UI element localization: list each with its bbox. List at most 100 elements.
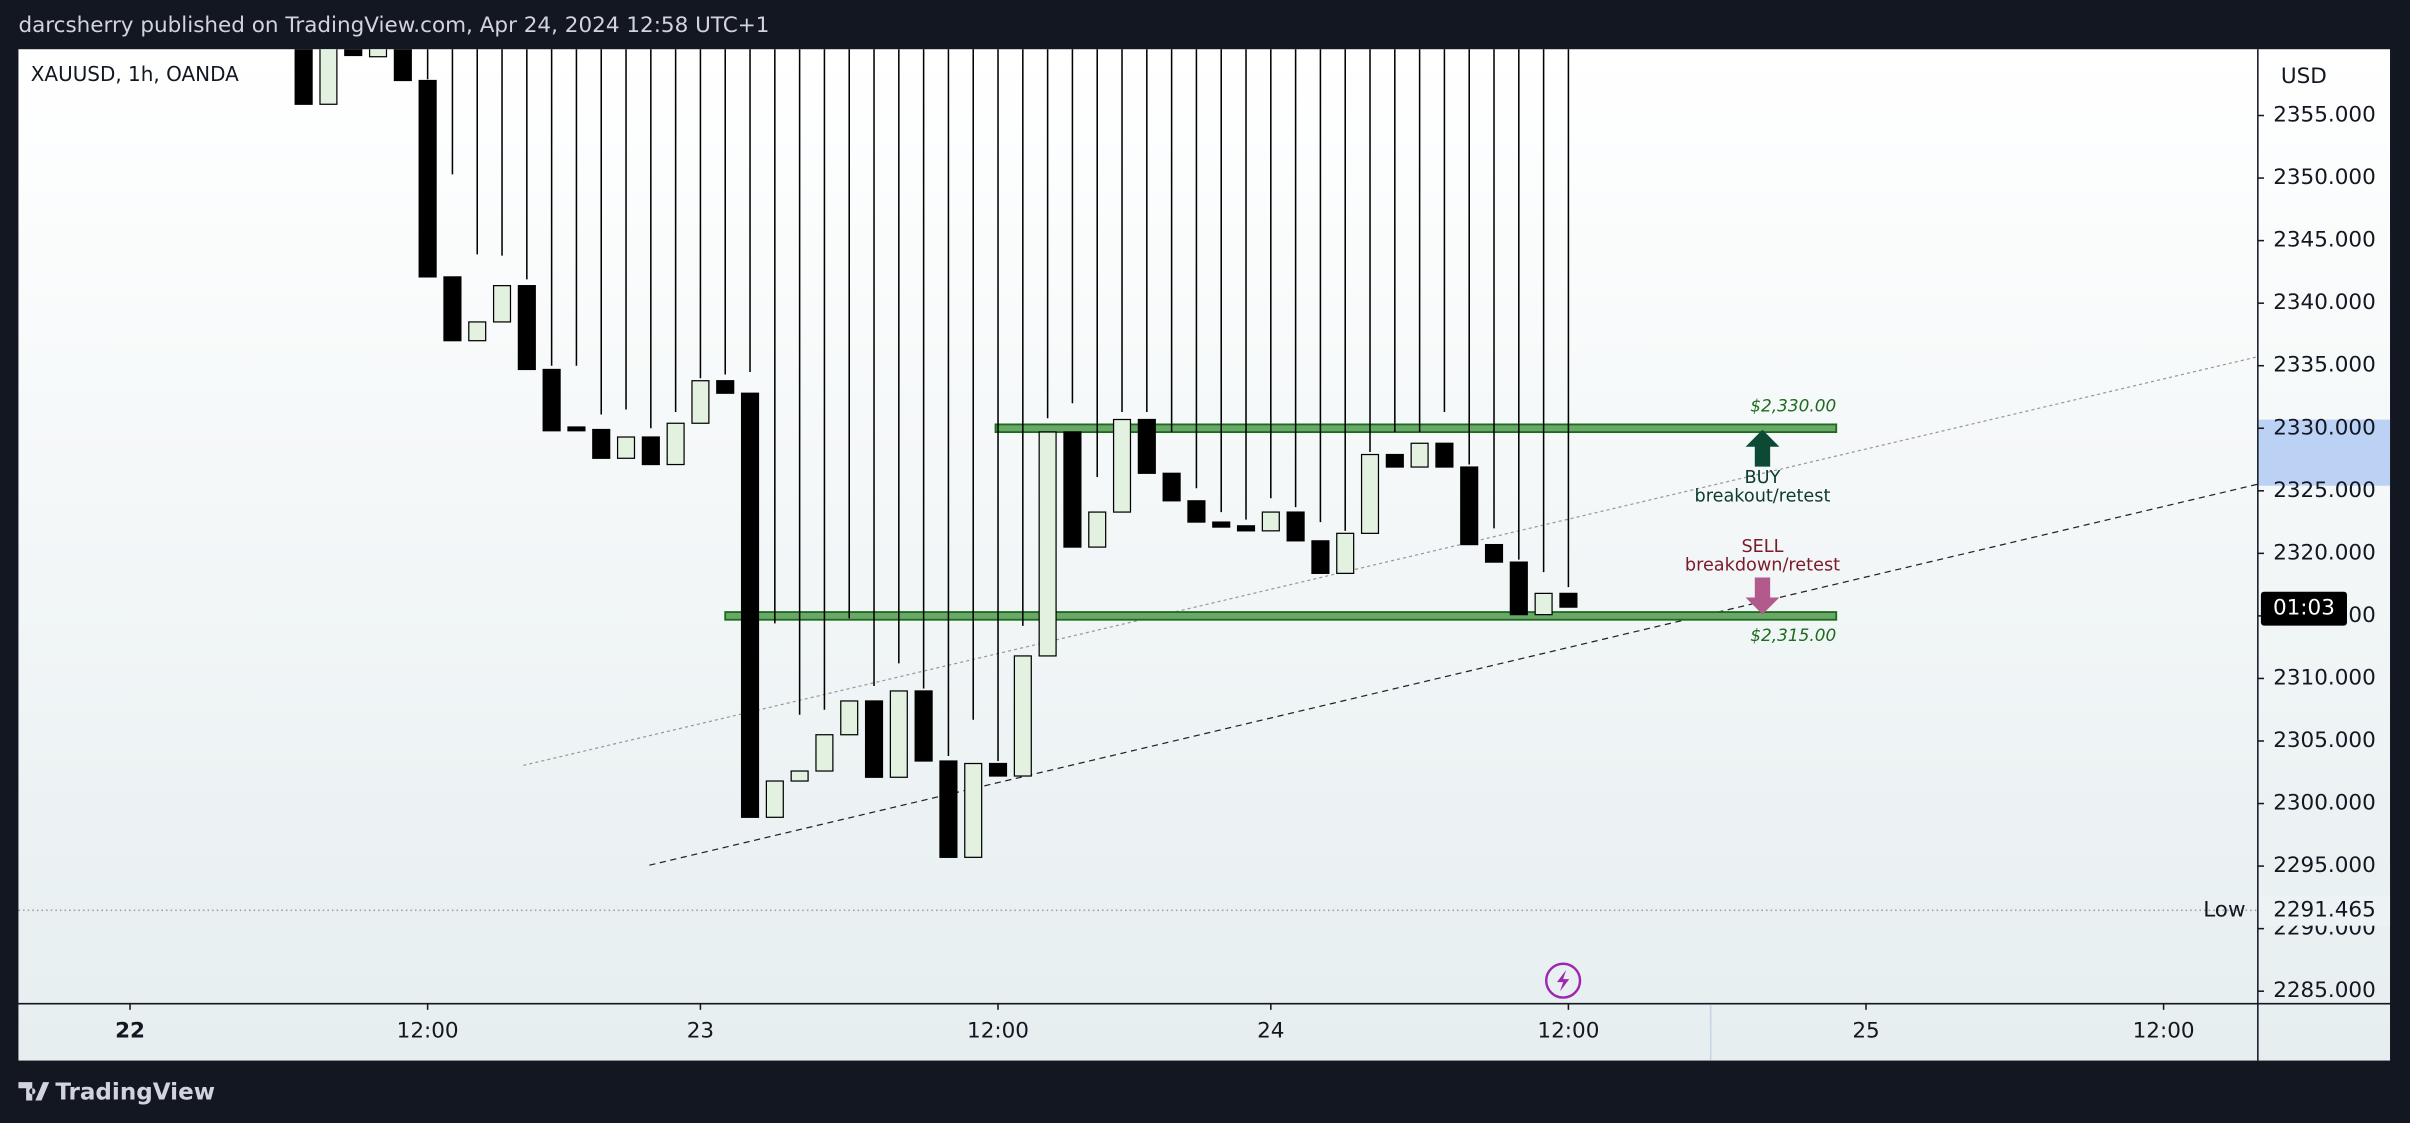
y-tick-label: 2350.000	[2273, 165, 2376, 190]
candle-body	[368, 49, 388, 58]
trend-line	[523, 356, 2258, 766]
candle-body	[592, 428, 611, 459]
candle-body	[1559, 592, 1578, 608]
candle-body	[1063, 431, 1082, 548]
zone	[994, 423, 1838, 434]
candle-body	[517, 285, 536, 371]
candle-body	[641, 436, 660, 466]
candle-body	[418, 79, 437, 278]
x-tick-label: 12:00	[967, 1018, 1029, 1043]
sell-title: SELL	[1741, 537, 1783, 557]
candle-body	[939, 760, 958, 858]
y-tick-label: 2320.000	[2273, 540, 2376, 565]
y-tick-label: 2355.000	[2273, 103, 2376, 128]
buy-text: breakout/retest	[1695, 486, 1831, 506]
candle-body	[1509, 561, 1528, 616]
candle-body	[765, 780, 784, 818]
candle-body	[1484, 543, 1504, 563]
candle-body	[1410, 442, 1429, 468]
y-tick-label: 2300.000	[2273, 791, 2376, 816]
x-tick-label: 25	[1852, 1018, 1879, 1043]
chart-pane	[18, 49, 2391, 1061]
candle-body	[616, 436, 636, 459]
y-tick-label: 2345.000	[2273, 228, 2376, 253]
candle-body	[1360, 453, 1380, 534]
candle-body	[840, 700, 859, 736]
logo[interactable]: TradingView	[18, 1079, 215, 1105]
candle-body	[1311, 540, 1330, 574]
candle-body	[1261, 511, 1280, 532]
currency-label[interactable]: USD	[2281, 64, 2327, 89]
candle-body	[542, 368, 561, 432]
candle-body	[319, 49, 338, 105]
zone	[724, 611, 1838, 621]
candle-body	[1212, 521, 1231, 528]
x-tick-label: 23	[687, 1018, 714, 1043]
candle-body	[1137, 418, 1156, 474]
y-tick-label: 2285.000	[2273, 978, 2376, 1003]
candle-body	[567, 426, 586, 432]
candle-body	[1038, 431, 1057, 657]
candle-body	[1385, 453, 1404, 468]
candle-body	[492, 285, 512, 323]
buy-arrow	[1745, 429, 1780, 467]
candle-body	[716, 380, 735, 394]
sell-text: breakdown/retest	[1685, 556, 1840, 576]
candle-body	[344, 49, 363, 57]
countdown: 01:03	[2273, 596, 2335, 621]
trend-line	[649, 483, 2258, 866]
y-tick-label: 2325.000	[2273, 478, 2376, 503]
x-tick-label: 22	[115, 1018, 145, 1043]
low-price-box	[2259, 894, 2391, 926]
candle-body	[790, 770, 809, 782]
candle-body	[988, 762, 1008, 777]
y-tick-label: 2310.000	[2273, 665, 2376, 690]
candle-body	[691, 380, 710, 424]
candle-body	[666, 422, 685, 466]
low-label: Low	[2203, 897, 2245, 922]
candle-body	[1460, 466, 1479, 546]
logo-mark	[18, 1082, 50, 1101]
alert-icon[interactable]	[1544, 962, 1582, 999]
candle-body	[914, 690, 933, 762]
candle-body	[1286, 511, 1305, 542]
publisher-header: darcsherry published on TradingView.com,…	[18, 13, 769, 38]
y-tick-label: 2340.000	[2273, 290, 2376, 315]
x-tick-label: 12:00	[1537, 1018, 1599, 1043]
candle-body	[1336, 532, 1355, 574]
candle-body	[964, 762, 983, 858]
low-price: 2291.465	[2273, 897, 2376, 922]
icon-ring	[1544, 962, 1582, 999]
price-highlight	[2257, 419, 2391, 486]
candle-body	[1088, 511, 1107, 548]
candle-body	[1236, 525, 1256, 532]
candle-body	[815, 734, 834, 772]
candle-body	[864, 700, 884, 778]
plot	[18, 49, 2258, 912]
candle-body	[1013, 655, 1032, 777]
candle-body	[1112, 418, 1132, 513]
countdown-box	[2260, 591, 2347, 626]
brand: TradingView	[55, 1079, 215, 1105]
x-tick-label: 12:00	[2133, 1018, 2195, 1043]
symbol-label[interactable]: XAUUSD, 1h, OANDA	[31, 62, 239, 86]
candle-body	[393, 49, 412, 82]
x-tick-label: 12:00	[397, 1018, 459, 1043]
overlay: 2285.0002290.0002295.0002300.0002305.000…	[115, 103, 2391, 1043]
x-tick-label: 24	[1257, 1018, 1284, 1043]
y-tick-label: 2330.000	[2273, 415, 2376, 440]
y-tick-label: 2305.000	[2273, 728, 2376, 753]
candle-body	[1534, 592, 1553, 616]
zone-label: $2,315.00	[1750, 625, 1836, 645]
candle-body	[1162, 472, 1181, 502]
buy-title: BUY	[1745, 468, 1781, 488]
y-tick-label: 2335.000	[2273, 353, 2376, 378]
candle-body	[294, 49, 313, 105]
y-tick-label: 2295.000	[2273, 853, 2376, 878]
icon-bolt	[1556, 969, 1570, 992]
candle-body	[1187, 500, 1206, 523]
sell-arrow	[1745, 577, 1780, 615]
candle-body	[740, 392, 760, 818]
